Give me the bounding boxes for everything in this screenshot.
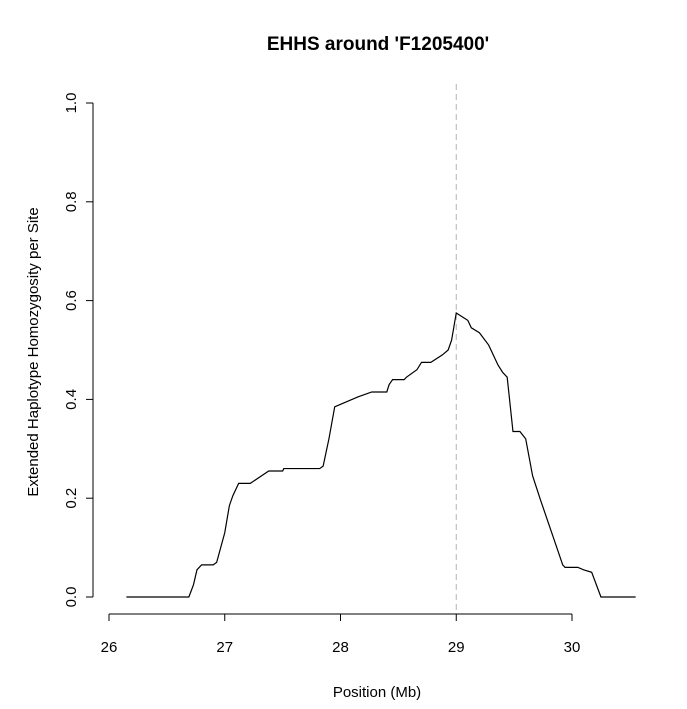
x-tick-label: 27 xyxy=(216,639,233,656)
y-tick-label: 0.6 xyxy=(63,290,80,311)
y-tick-label: 0.4 xyxy=(63,389,80,410)
ehhs-series-line xyxy=(126,311,636,598)
y-axis-label: Extended Haplotype Homozygosity per Site xyxy=(25,207,42,496)
y-tick-label: 0.8 xyxy=(63,191,80,212)
x-tick-label: 29 xyxy=(448,639,465,656)
x-tick-label: 30 xyxy=(564,639,581,656)
x-tick-label: 26 xyxy=(101,639,118,656)
x-axis: 26 27 28 29 30 xyxy=(101,613,581,656)
x-axis-label: Position (Mb) xyxy=(333,684,421,701)
chart-title: EHHS around 'F1205400' xyxy=(267,34,489,55)
y-tick-label: 0.2 xyxy=(63,488,80,509)
y-tick-label: 1.0 xyxy=(63,93,80,114)
x-tick-label: 28 xyxy=(332,639,349,656)
y-axis: 0.0 0.2 0.4 0.6 0.8 1.0 xyxy=(63,93,94,608)
y-tick-label: 0.0 xyxy=(63,587,80,608)
